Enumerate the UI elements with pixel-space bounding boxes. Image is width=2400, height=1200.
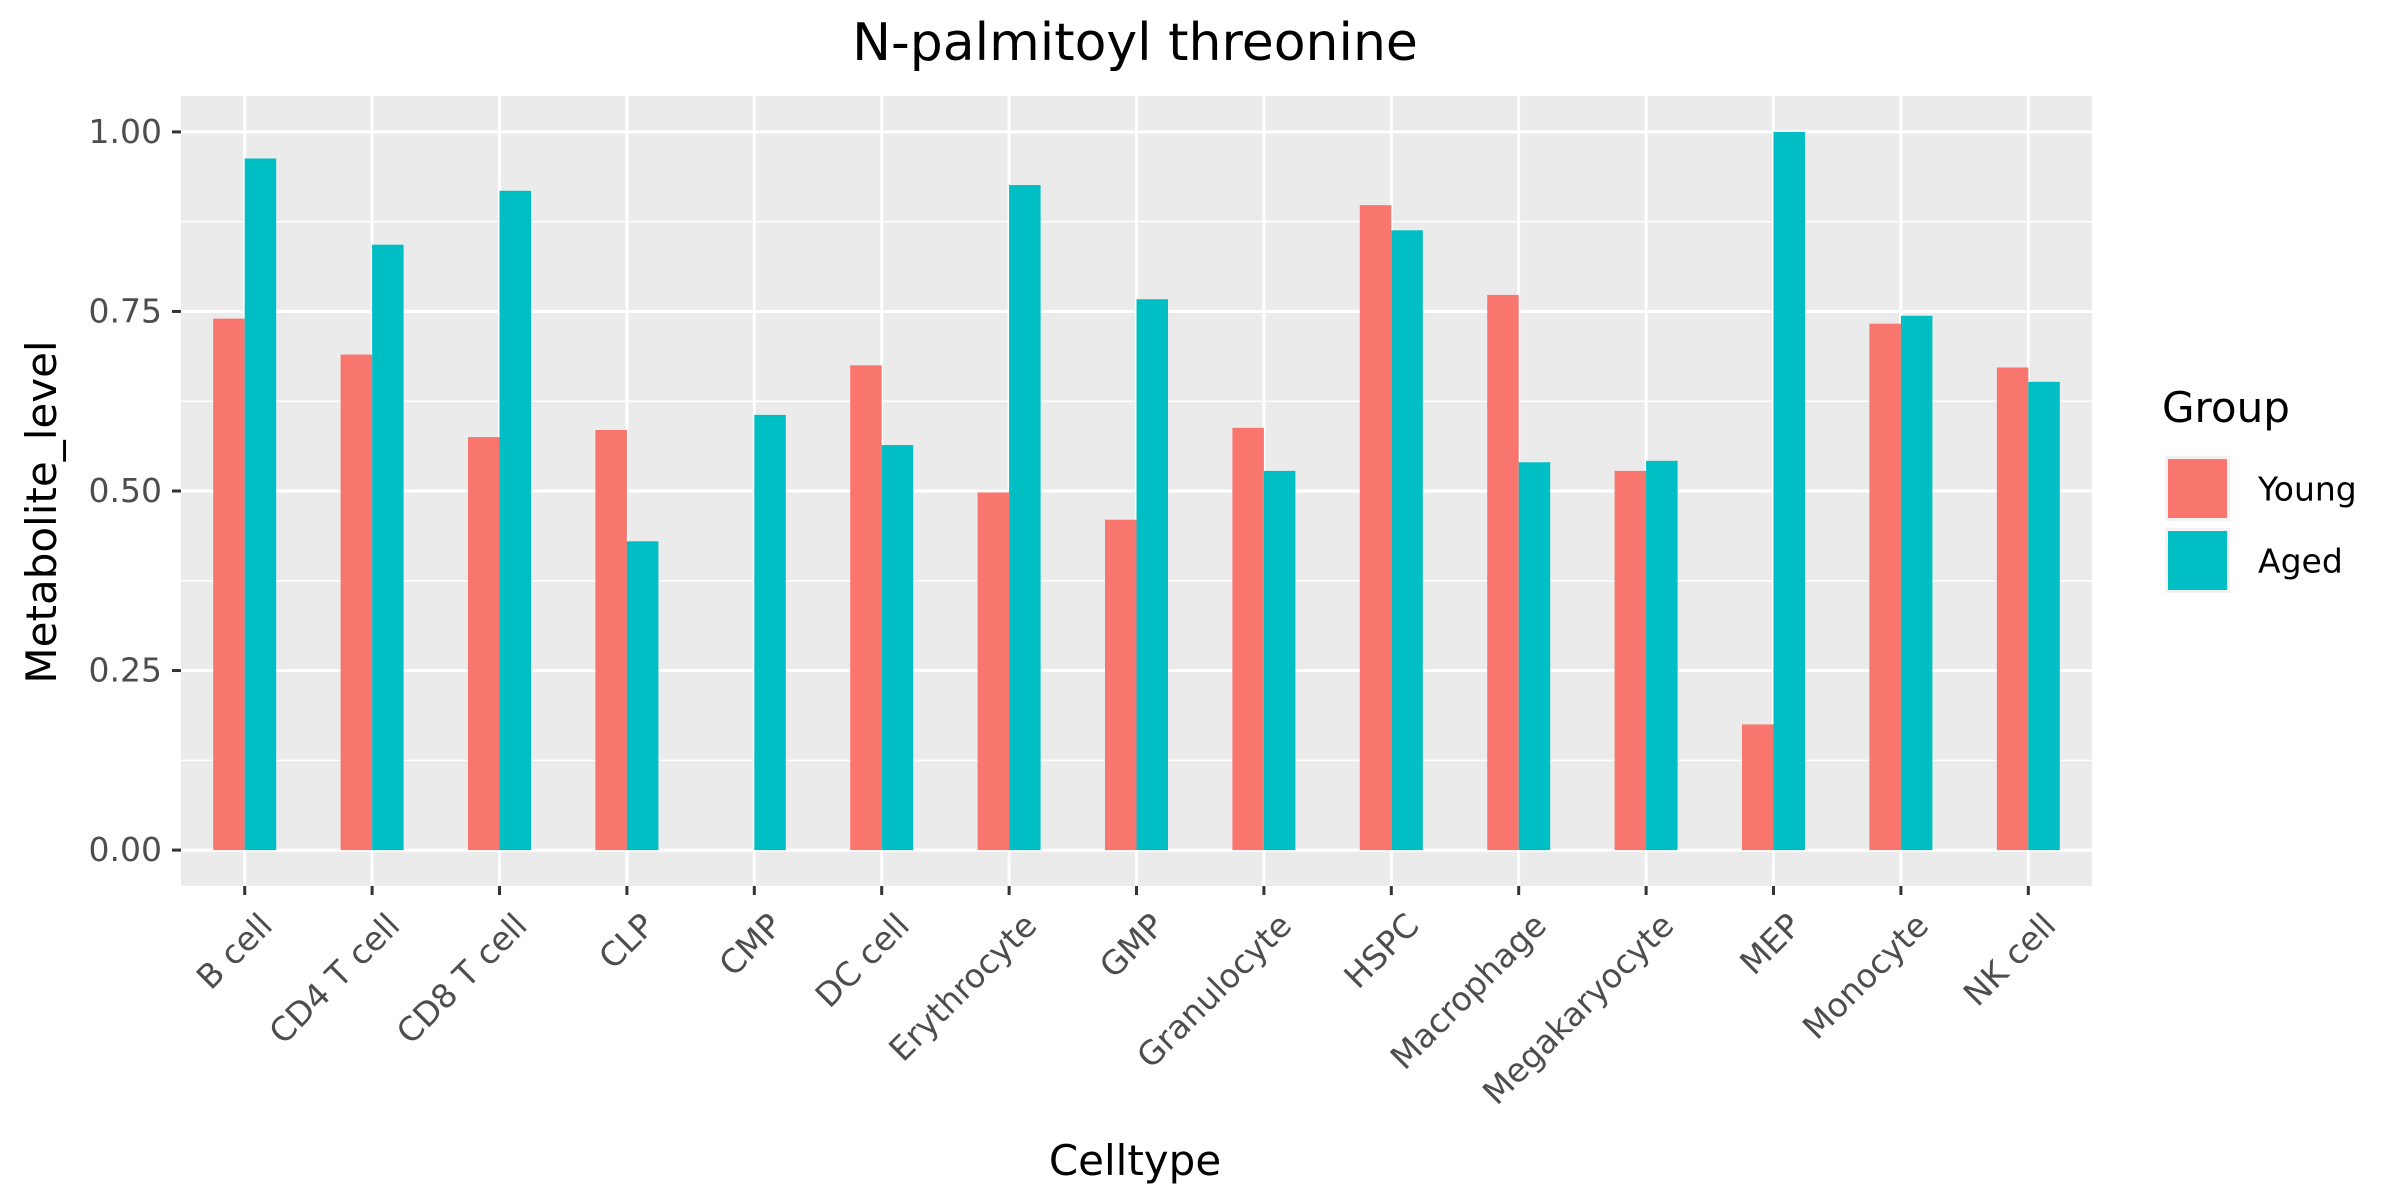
bar-aged [1646, 460, 1678, 851]
bar-young [850, 365, 882, 851]
bar-aged [754, 414, 786, 851]
y-tick-label: 0.25 [89, 651, 162, 690]
bar-young [1742, 724, 1774, 851]
y-axis-title: Metabolite_level [17, 340, 66, 683]
bar-aged [1773, 131, 1805, 851]
bar-young [468, 437, 500, 851]
bar-young [1614, 470, 1647, 851]
bar-young [1996, 367, 2029, 851]
bar-aged [2028, 381, 2060, 851]
x-tick-label: NK cell [1956, 906, 2064, 1014]
x-tick-label: CD4 T cell [261, 906, 407, 1052]
x-tick-label: MEP [1732, 906, 1809, 983]
y-axis: 0.00 0.25 0.50 0.75 1.00 [89, 112, 181, 869]
x-axis-title: Celltype [1049, 1136, 1221, 1185]
x-tick-label: DC cell [807, 906, 916, 1015]
x-tick-label: CLP [591, 906, 662, 977]
x-tick-label: HSPC [1336, 906, 1426, 996]
y-tick-label: 1.00 [89, 112, 162, 151]
x-tick-label: CMP [711, 906, 789, 984]
bar-young [1869, 323, 1901, 851]
bar-aged [1263, 470, 1296, 851]
legend: Group Young Aged [2162, 383, 2357, 593]
bar-young [1359, 205, 1392, 851]
bar-aged [372, 244, 404, 851]
y-tick-label: 0.75 [89, 291, 162, 330]
x-tick-label: GMP [1092, 906, 1172, 986]
bar-young [977, 492, 1010, 851]
bar-young [340, 354, 373, 851]
legend-swatch-aged [2168, 531, 2227, 590]
bar-aged [881, 445, 914, 851]
bar-young [595, 429, 627, 851]
bar-aged [1136, 299, 1168, 851]
legend-title: Group [2162, 383, 2290, 432]
bar-aged [1518, 462, 1551, 851]
legend-label-young: Young [2257, 470, 2357, 509]
bar-aged [1009, 185, 1041, 851]
bar-young [213, 318, 245, 851]
y-tick-label: 0.50 [89, 471, 162, 510]
x-tick-label: Monocyte [1795, 906, 1936, 1047]
legend-swatch-young [2168, 459, 2227, 518]
bar-young [1487, 294, 1519, 851]
y-tick-label: 0.00 [89, 830, 162, 869]
bars [213, 131, 2060, 851]
bar-aged [244, 158, 277, 851]
x-tick-label: CD8 T cell [389, 906, 535, 1052]
bar-young [1105, 519, 1137, 851]
bar-aged [499, 190, 531, 851]
bar-young [1232, 427, 1264, 851]
x-tick-label: B cell [189, 906, 280, 997]
legend-label-aged: Aged [2258, 542, 2343, 581]
bar-aged [1900, 315, 1933, 851]
bar-aged [1391, 230, 1423, 851]
bar-aged [626, 541, 659, 851]
chart-title: N-palmitoyl threonine [852, 13, 1418, 73]
